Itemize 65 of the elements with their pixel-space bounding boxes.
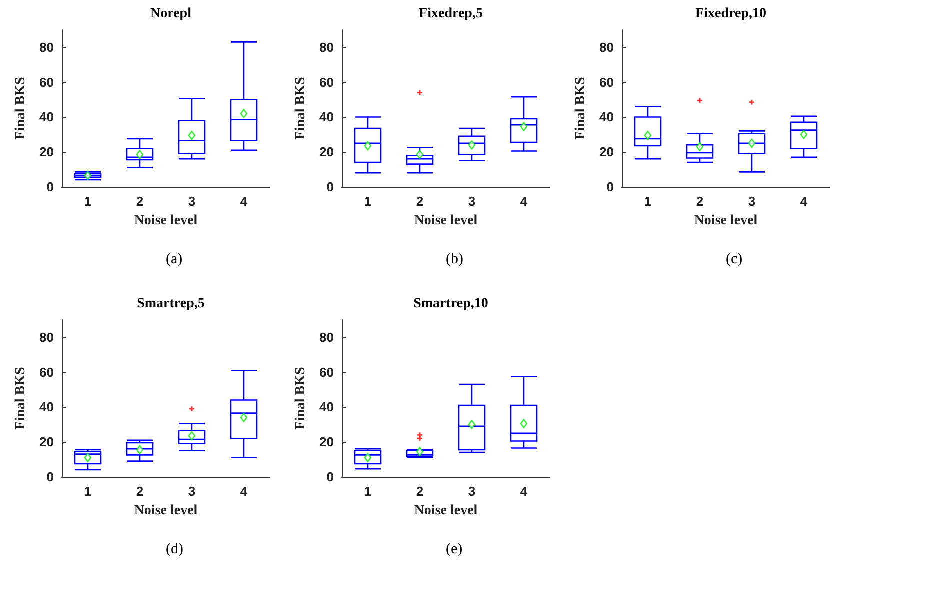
x-tick-label: 4 (240, 194, 248, 209)
x-tick-label: 3 (748, 194, 756, 209)
text: (c) (726, 252, 743, 268)
x-axis-title: Noise level (694, 214, 758, 228)
x-tick-label: 2 (696, 194, 704, 209)
y-tick-label: 60 (320, 364, 334, 380)
chart-title: Norepl (150, 6, 192, 22)
text: (b) (446, 252, 464, 268)
x-tick-label: 1 (84, 194, 92, 209)
y-tick-label: 40 (320, 400, 334, 415)
y-tick-label: 40 (600, 110, 614, 125)
y-tick-label: 80 (40, 40, 54, 55)
x-tick-label: 3 (468, 194, 476, 209)
x-tick-label: 2 (136, 484, 144, 499)
x-tick-label: 3 (188, 484, 196, 499)
y-axis-title: Final BKS (14, 366, 28, 430)
x-axis-title: Noise level (414, 214, 478, 228)
y-tick-label: 60 (40, 74, 54, 90)
y-axis-title: Final BKS (294, 366, 308, 430)
text: (e) (446, 542, 463, 558)
y-tick-label: 20 (40, 144, 54, 160)
x-tick-label: 3 (188, 194, 196, 209)
x-tick-label: 2 (136, 194, 144, 209)
y-tick-label: 20 (320, 144, 334, 160)
text: (a) (166, 252, 183, 268)
y-tick-label: 80 (320, 330, 334, 345)
y-tick-label: 60 (40, 364, 54, 380)
x-tick-label: 2 (416, 484, 424, 499)
y-tick-label: 40 (40, 400, 54, 415)
y-tick-label: 20 (320, 434, 334, 450)
y-tick-label: 80 (600, 40, 614, 55)
y-tick-label: 20 (600, 144, 614, 160)
x-tick-label: 4 (240, 484, 248, 499)
y-tick-label: 60 (600, 74, 614, 90)
chart-title: Fixedrep,10 (696, 6, 766, 22)
y-tick-label: 0 (606, 180, 614, 194)
y-tick-label: 0 (326, 470, 334, 484)
y-axis-title: Final BKS (294, 76, 308, 140)
x-tick-label: 4 (800, 194, 808, 209)
y-tick-label: 40 (320, 110, 334, 125)
x-tick-label: 3 (468, 484, 476, 499)
x-tick-label: 1 (364, 194, 372, 209)
x-tick-label: 1 (84, 484, 92, 499)
y-tick-label: 80 (320, 40, 334, 55)
y-tick-label: 60 (320, 74, 334, 90)
text: (d) (166, 542, 184, 558)
x-tick-label: 1 (644, 194, 652, 209)
x-axis-title: Noise level (134, 214, 198, 228)
chart-title: Smartrep,5 (137, 296, 205, 312)
x-axis-title: Noise level (414, 504, 478, 518)
y-tick-label: 0 (46, 180, 54, 194)
y-tick-label: 0 (326, 180, 334, 194)
chart-title: Smartrep,10 (414, 296, 488, 312)
x-tick-label: 4 (520, 194, 528, 209)
y-tick-label: 20 (40, 434, 54, 450)
x-tick-label: 1 (364, 484, 372, 499)
y-axis-title: Final BKS (14, 76, 28, 140)
y-axis-title: Final BKS (574, 76, 588, 140)
x-tick-label: 4 (520, 484, 528, 499)
chart-title: Fixedrep,5 (419, 6, 483, 22)
x-tick-label: 2 (416, 194, 424, 209)
y-tick-label: 80 (40, 330, 54, 345)
y-tick-label: 0 (46, 470, 54, 484)
y-tick-label: 40 (40, 110, 54, 125)
x-axis-title: Noise level (134, 504, 198, 518)
